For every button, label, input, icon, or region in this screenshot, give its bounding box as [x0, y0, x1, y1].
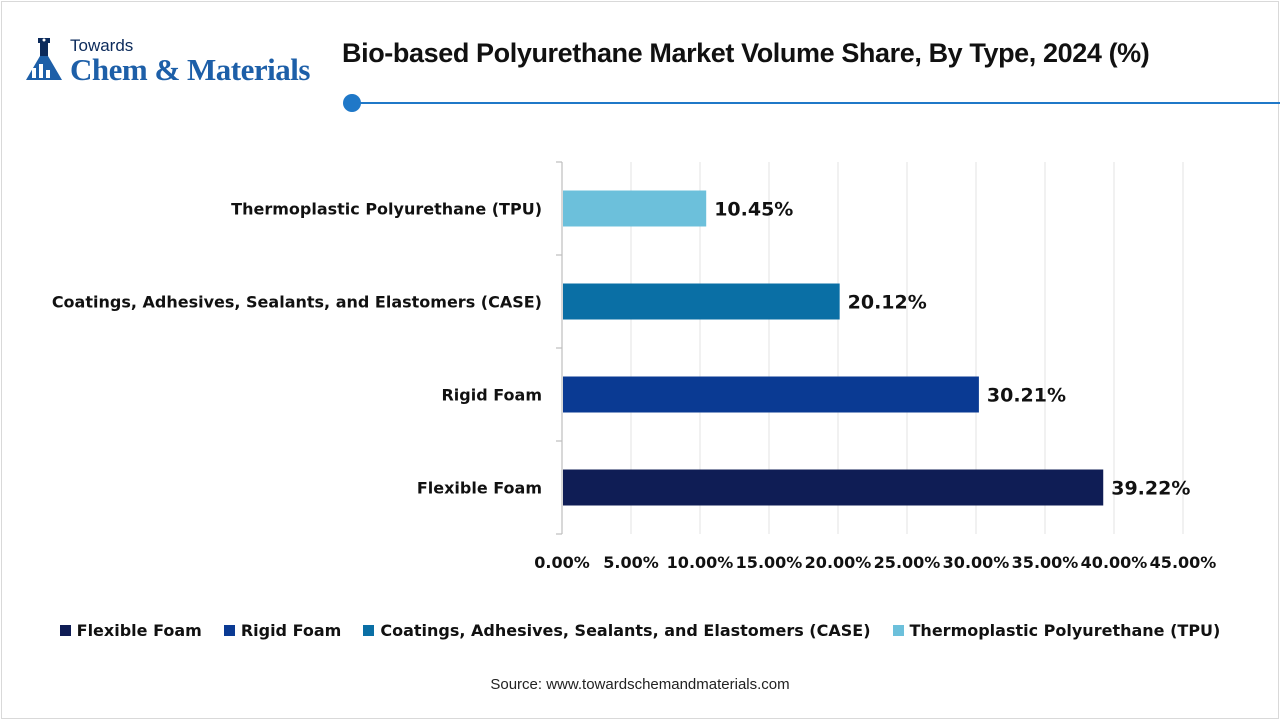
title-underline	[352, 102, 1280, 104]
bar-value-label: 30.21%	[987, 385, 1066, 407]
x-tick-label: 25.00%	[874, 553, 941, 572]
legend-label: Flexible Foam	[76, 621, 202, 640]
legend-label: Thermoplastic Polyurethane (TPU)	[909, 621, 1221, 640]
legend-item-tpu: Thermoplastic Polyurethane (TPU)	[892, 621, 1221, 640]
bar-value-label: 39.22%	[1111, 478, 1190, 500]
legend-swatch	[363, 625, 375, 636]
legend-item-flexible-foam: Flexible Foam	[59, 621, 202, 640]
legend-label: Coatings, Adhesives, Sealants, and Elast…	[380, 621, 871, 640]
x-tick-label: 40.00%	[1081, 553, 1148, 572]
y-category-label: Flexible Foam	[417, 479, 542, 498]
x-tick-label: 45.00%	[1150, 553, 1217, 572]
x-tick-label: 35.00%	[1012, 553, 1079, 572]
bar-value-label: 10.45%	[714, 199, 793, 221]
chart-title: Bio-based Polyurethane Market Volume Sha…	[342, 38, 1150, 68]
legend-swatch	[892, 625, 904, 636]
legend-swatch	[59, 625, 71, 636]
y-category-label: Coatings, Adhesives, Sealants, and Elast…	[52, 293, 542, 312]
chart-legend: Flexible Foam Rigid Foam Coatings, Adhes…	[0, 621, 1280, 640]
legend-swatch	[223, 625, 235, 636]
y-category-label: Thermoplastic Polyurethane (TPU)	[231, 200, 542, 219]
logo-text-towards: Towards	[70, 36, 134, 55]
source-note: Source: www.towardschemandmaterials.com	[490, 676, 790, 693]
x-tick-label: 20.00%	[805, 553, 872, 572]
x-tick-label: 10.00%	[667, 553, 734, 572]
bar	[563, 283, 840, 320]
flask-icon	[26, 38, 62, 80]
y-category-label: Rigid Foam	[441, 386, 542, 405]
bar	[563, 376, 979, 413]
x-tick-label: 30.00%	[943, 553, 1010, 572]
x-tick-label: 15.00%	[736, 553, 803, 572]
bar-value-label: 20.12%	[848, 292, 927, 314]
legend-item-rigid-foam: Rigid Foam	[223, 621, 342, 640]
legend-item-case: Coatings, Adhesives, Sealants, and Elast…	[363, 621, 871, 640]
bar	[563, 190, 707, 227]
brand-logo: Towards Chem & Materials	[20, 36, 340, 92]
bar	[563, 469, 1104, 506]
x-tick-label: 0.00%	[534, 553, 590, 572]
legend-label: Rigid Foam	[240, 621, 342, 640]
x-tick-label: 5.00%	[603, 553, 659, 572]
logo-text-main: Chem & Materials	[70, 52, 310, 87]
